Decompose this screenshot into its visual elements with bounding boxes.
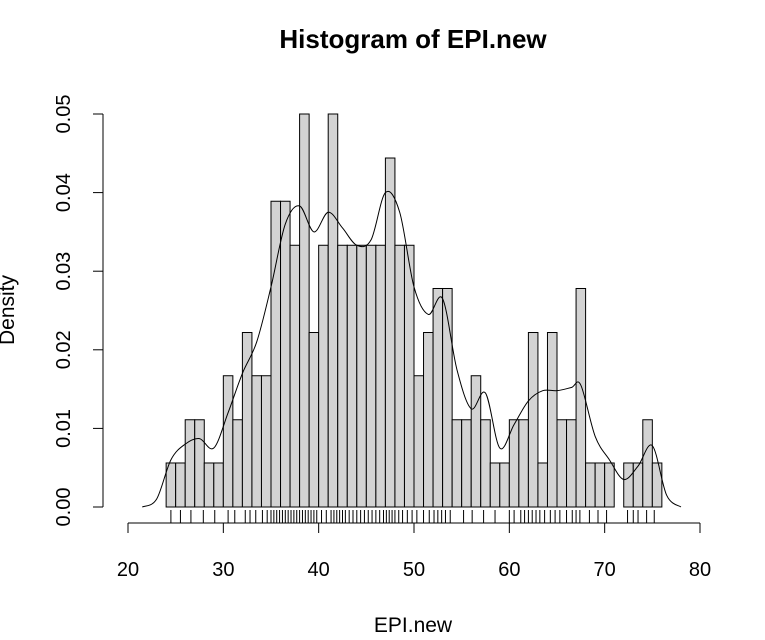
y-tick-label: 0.03: [53, 252, 75, 291]
x-tick-label: 60: [498, 559, 520, 581]
histogram-bar: [585, 462, 596, 508]
histogram-bar: [384, 157, 396, 508]
y-tick-label: 0.00: [53, 488, 75, 527]
histogram-bar: [442, 287, 453, 508]
histogram-bar: [489, 462, 501, 508]
histogram-bar: [184, 419, 196, 508]
histogram-bar: [251, 375, 262, 508]
histogram-bar: [546, 332, 558, 508]
histogram-bar: [642, 419, 653, 508]
density-curve: [142, 190, 682, 508]
x-tick-label: 80: [689, 559, 711, 581]
histogram-bar: [423, 332, 434, 508]
histogram-bar: [222, 375, 234, 508]
histogram-bar: [403, 244, 415, 508]
histogram-bar: [480, 419, 491, 508]
histogram-bar: [651, 462, 663, 508]
histogram-bar: [451, 419, 463, 508]
histogram-bar: [566, 419, 577, 508]
histogram-bar: [461, 419, 472, 508]
histogram-bar: [280, 200, 291, 508]
histogram-bar: [518, 419, 529, 508]
histogram-bar: [394, 244, 405, 508]
histogram-bar: [356, 244, 367, 508]
x-tick-label: 20: [117, 559, 139, 581]
y-tick-label: 0.05: [53, 95, 75, 134]
y-tick-label: 0.02: [53, 330, 75, 369]
histogram-bar: [575, 287, 587, 508]
histogram-bar: [346, 244, 358, 508]
histogram-bar: [604, 462, 615, 508]
histogram-bar: [232, 419, 243, 508]
histogram-bar: [289, 244, 301, 508]
y-axis-label: Density: [0, 274, 19, 345]
histogram-bar: [337, 244, 348, 508]
histogram-bar: [527, 332, 539, 508]
y-axis: 0.00 0.01 0.02 0.03 0.04 0.05: [53, 95, 104, 527]
histogram-bar: [375, 244, 386, 508]
histogram-bar: [432, 287, 444, 508]
histogram-bar: [327, 113, 339, 508]
histogram-bar: [470, 375, 482, 508]
histogram-bar: [308, 332, 320, 508]
histogram-bar: [299, 113, 310, 508]
x-axis-label: EPI.new: [374, 614, 453, 637]
histogram-bar: [260, 375, 272, 508]
histogram-bar: [175, 462, 186, 508]
x-tick-label: 50: [403, 559, 425, 581]
x-tick-label: 40: [308, 559, 330, 581]
y-tick-label: 0.04: [53, 173, 75, 212]
histogram-bar: [537, 462, 548, 508]
histogram-bars: [165, 113, 663, 508]
histogram-bar: [194, 419, 205, 508]
histogram-bar: [318, 244, 329, 508]
histogram-bar: [203, 462, 215, 508]
rug-marks: [170, 510, 655, 523]
histogram-bar: [623, 462, 634, 508]
histogram-bar: [365, 244, 377, 508]
histogram-bar: [556, 419, 568, 508]
histogram-bar: [499, 462, 510, 508]
histogram-bar: [413, 375, 425, 508]
histogram-bar: [241, 332, 253, 508]
chart-title: Histogram of EPI.new: [279, 24, 547, 54]
histogram-bar: [594, 462, 606, 508]
y-tick-label: 0.01: [53, 409, 75, 448]
x-tick-label: 30: [212, 559, 234, 581]
x-tick-label: 70: [594, 559, 616, 581]
x-axis: 20 30 40 50 60 70 80: [117, 522, 711, 581]
histogram-bar: [213, 462, 224, 508]
